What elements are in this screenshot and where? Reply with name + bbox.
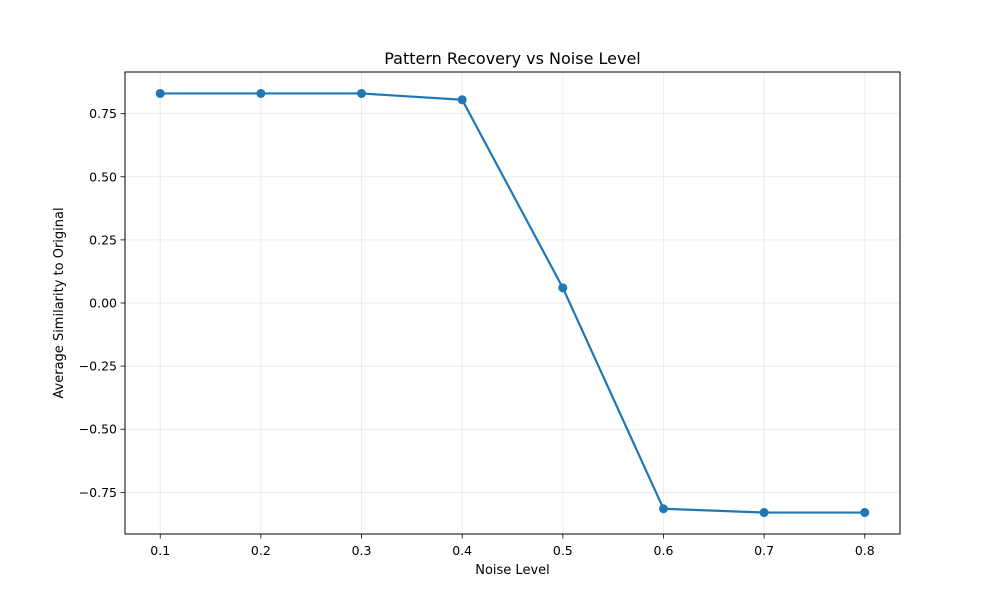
data-point-marker — [658, 504, 668, 514]
y-tick-label: 0.00 — [89, 296, 117, 311]
x-tick-label: 0.2 — [251, 543, 271, 558]
x-tick-label: 0.8 — [855, 543, 875, 558]
data-point-marker — [357, 88, 367, 98]
data-point-marker — [860, 508, 870, 518]
data-point-marker — [256, 88, 266, 98]
x-tick-label: 0.1 — [150, 543, 170, 558]
y-tick-label: 0.75 — [89, 106, 117, 121]
y-axis-label: Average Similarity to Original — [52, 207, 67, 398]
y-tick-label: −0.25 — [79, 359, 117, 374]
x-tick-label: 0.5 — [553, 543, 573, 558]
data-point-marker — [155, 88, 165, 98]
series-layer — [155, 88, 870, 518]
y-tick-label: 0.25 — [89, 232, 117, 247]
x-tick-label: 0.3 — [352, 543, 372, 558]
grid-lines — [125, 72, 900, 534]
y-tick-label: −0.50 — [79, 422, 117, 437]
x-tick-label: 0.4 — [452, 543, 472, 558]
data-point-marker — [759, 508, 769, 518]
data-point-marker — [558, 283, 568, 293]
y-tick-label: −0.75 — [79, 485, 117, 500]
chart-title: Pattern Recovery vs Noise Level — [384, 49, 641, 68]
x-axis-label: Noise Level — [475, 563, 550, 578]
x-tick-label: 0.6 — [654, 543, 674, 558]
series-line — [160, 92, 865, 514]
data-point-marker — [457, 95, 467, 105]
y-tick-label: 0.50 — [89, 169, 117, 184]
axis-ticks: 0.1 0.2 0.3 0.4 0.5 0.6 0.7 0.8 0.75 0.50 0.25 0.00… — [79, 106, 875, 558]
x-tick-label: 0.7 — [754, 543, 774, 558]
